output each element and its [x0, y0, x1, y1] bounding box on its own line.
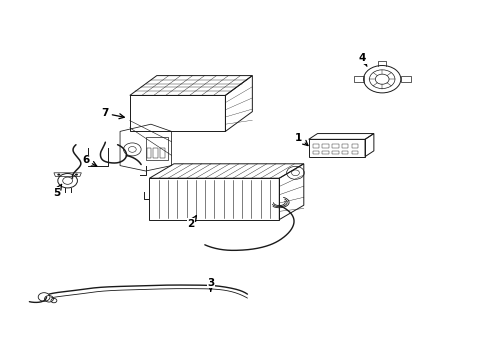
Text: 7: 7: [101, 108, 124, 119]
Text: 2: 2: [188, 216, 196, 229]
Bar: [352, 151, 358, 154]
Bar: [146, 137, 168, 160]
Bar: [153, 148, 158, 158]
Text: 4: 4: [359, 53, 367, 66]
Text: 3: 3: [207, 278, 214, 291]
Bar: [160, 148, 165, 158]
Bar: [352, 144, 358, 148]
Bar: [401, 76, 411, 82]
Bar: [332, 151, 339, 154]
Bar: [149, 178, 279, 220]
Bar: [322, 144, 329, 148]
Bar: [342, 151, 348, 154]
Bar: [309, 139, 365, 157]
Bar: [147, 148, 151, 158]
Bar: [313, 144, 319, 148]
Circle shape: [57, 174, 60, 176]
Bar: [354, 76, 364, 82]
Bar: [332, 144, 339, 148]
Circle shape: [75, 174, 78, 176]
Text: 5: 5: [53, 184, 62, 198]
Text: 1: 1: [295, 132, 308, 145]
Bar: [342, 144, 348, 148]
Bar: [313, 151, 319, 154]
Bar: [322, 151, 329, 154]
Text: 6: 6: [82, 155, 97, 166]
